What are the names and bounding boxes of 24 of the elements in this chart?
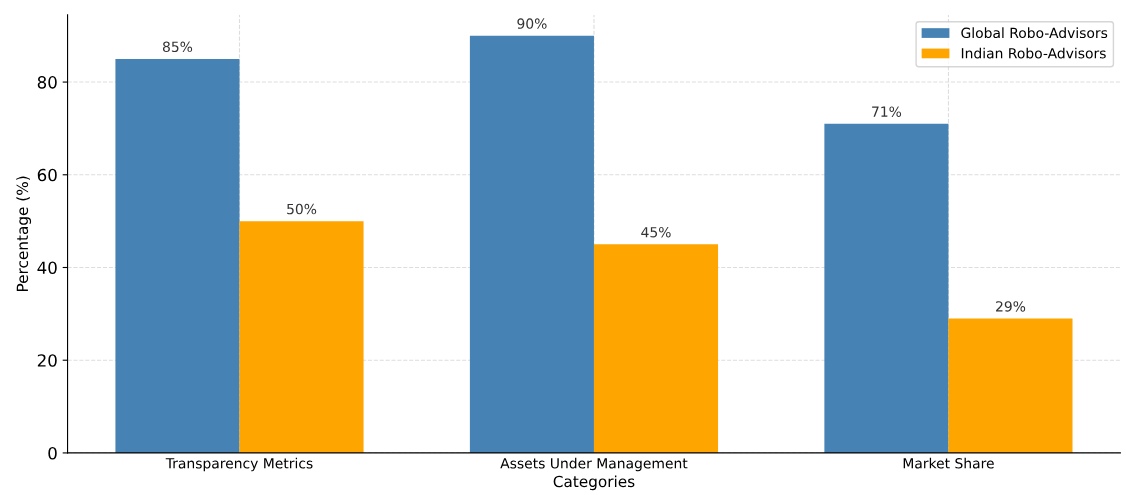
bar (115, 58, 240, 453)
bar (824, 123, 949, 453)
x-tick-label: Transparency Metrics (165, 457, 313, 472)
bar (239, 221, 364, 453)
data-label: 71% (872, 106, 902, 117)
bar (948, 318, 1073, 453)
legend-label: Indian Robo-Advisors (961, 47, 1106, 59)
y-axis-title: Percentage (%) (16, 176, 32, 291)
y-tick-label: 60 (37, 168, 57, 182)
y-tick-label: 20 (37, 354, 57, 367)
data-label: 50% (287, 203, 317, 215)
data-label: 85% (162, 41, 193, 53)
bar (469, 35, 594, 453)
y-tick-label: 40 (37, 261, 57, 275)
x-tick-label: Market Share (903, 457, 994, 469)
x-axis-title: Categories (553, 475, 635, 491)
bar (593, 244, 719, 453)
y-tick-label: 0 (48, 446, 57, 460)
data-label: 45% (641, 226, 671, 238)
y-tick-label: 80 (37, 76, 57, 89)
data-label: 90% (517, 18, 547, 29)
data-label: 29% (996, 301, 1026, 312)
legend-label: Global Robo-Advisors (961, 27, 1108, 39)
x-tick-label: Assets Under Management (500, 457, 688, 472)
